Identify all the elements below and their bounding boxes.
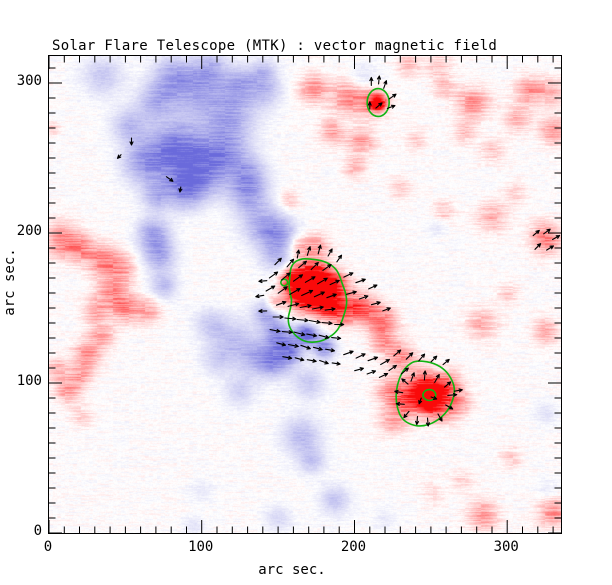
y-tick-label: 100 xyxy=(16,373,42,389)
plot-title: Solar Flare Telescope (MTK) : vector mag… xyxy=(52,38,498,54)
x-axis-label: arc sec. xyxy=(258,562,326,578)
x-tick-label: 100 xyxy=(188,539,214,555)
contour-central xyxy=(287,257,348,343)
contour-central-inner-dot xyxy=(280,278,289,287)
x-tick-label: 300 xyxy=(493,539,519,555)
overlay-contours-vectors xyxy=(49,56,561,533)
x-tick-label: 200 xyxy=(340,539,367,555)
contour-top-spot-contour xyxy=(366,87,390,118)
contour-spot-inner-contour xyxy=(422,388,437,402)
y-tick-label: 200 xyxy=(16,223,42,239)
y-tick-label: 300 xyxy=(16,73,42,89)
y-tick-label: 0 xyxy=(33,523,42,539)
x-tick-label: 0 xyxy=(43,539,53,555)
plot-area xyxy=(48,55,562,534)
y-axis-label: arc sec. xyxy=(2,248,18,316)
axis-ticks xyxy=(49,56,561,533)
field-vectors xyxy=(116,75,561,427)
contour-spot-outer xyxy=(395,360,456,427)
